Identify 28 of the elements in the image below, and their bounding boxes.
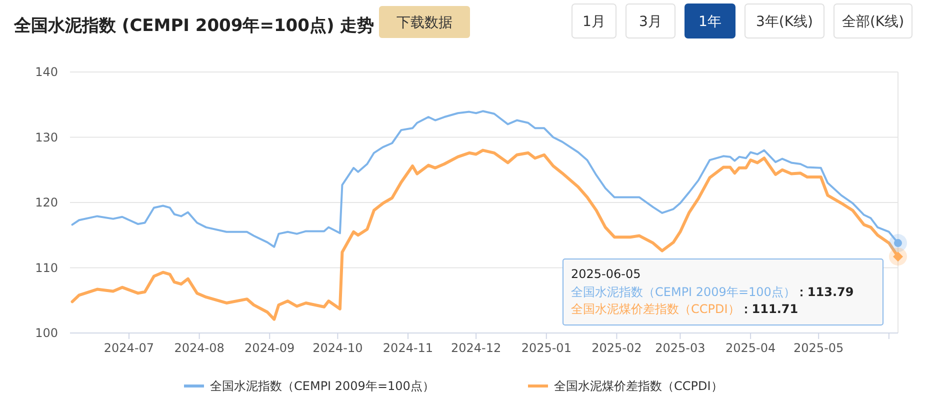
- y-tick-label: 140: [35, 65, 58, 79]
- text: 1年: [698, 14, 722, 30]
- x-tick-label: 2024-11: [382, 341, 434, 355]
- annotation: 2025-06-05: [571, 267, 641, 281]
- y-tick-label: 110: [35, 260, 58, 275]
- x-tick-label: 2025-05: [794, 341, 844, 355]
- text: 3月: [639, 14, 662, 30]
- y-tick-label: 100: [35, 326, 58, 340]
- x-tick-label: 2024-07: [104, 341, 154, 355]
- x-tick-label: 2024-09: [244, 341, 295, 355]
- text: 下载数据: [396, 15, 452, 31]
- x-tick-label: 2024-12: [450, 341, 502, 355]
- annotation: 全国水泥指数（CEMPI 2009年=100点）：113.79: [571, 285, 854, 299]
- x-tick-label: 2024-08: [174, 341, 224, 355]
- x-tick-label: 2024-10: [312, 341, 363, 355]
- y-tick-label: 120: [35, 196, 58, 210]
- annotation: 全国水泥煤价差指数（CCPDI）：111.71: [571, 302, 798, 316]
- text: 1月: [582, 14, 606, 30]
- chart-title: 全国水泥指数 (CEMPI 2009年=100点) 走势: [13, 16, 374, 36]
- x-tick-label: 2025-01: [521, 341, 572, 355]
- x-tick-label: 2025-04: [725, 341, 776, 355]
- y-tick-label: 130: [35, 130, 58, 144]
- legend-label: 全国水泥指数（CEMPI 2009年=100点）: [210, 379, 434, 393]
- legend-label: 全国水泥煤价差指数（CCPDI）: [554, 379, 723, 393]
- x-tick-label: 2025-03: [655, 341, 706, 355]
- x-tick-label: 2025-02: [592, 341, 642, 355]
- text: 3年(K线): [756, 14, 814, 30]
- text: 全部(K线): [842, 14, 904, 30]
